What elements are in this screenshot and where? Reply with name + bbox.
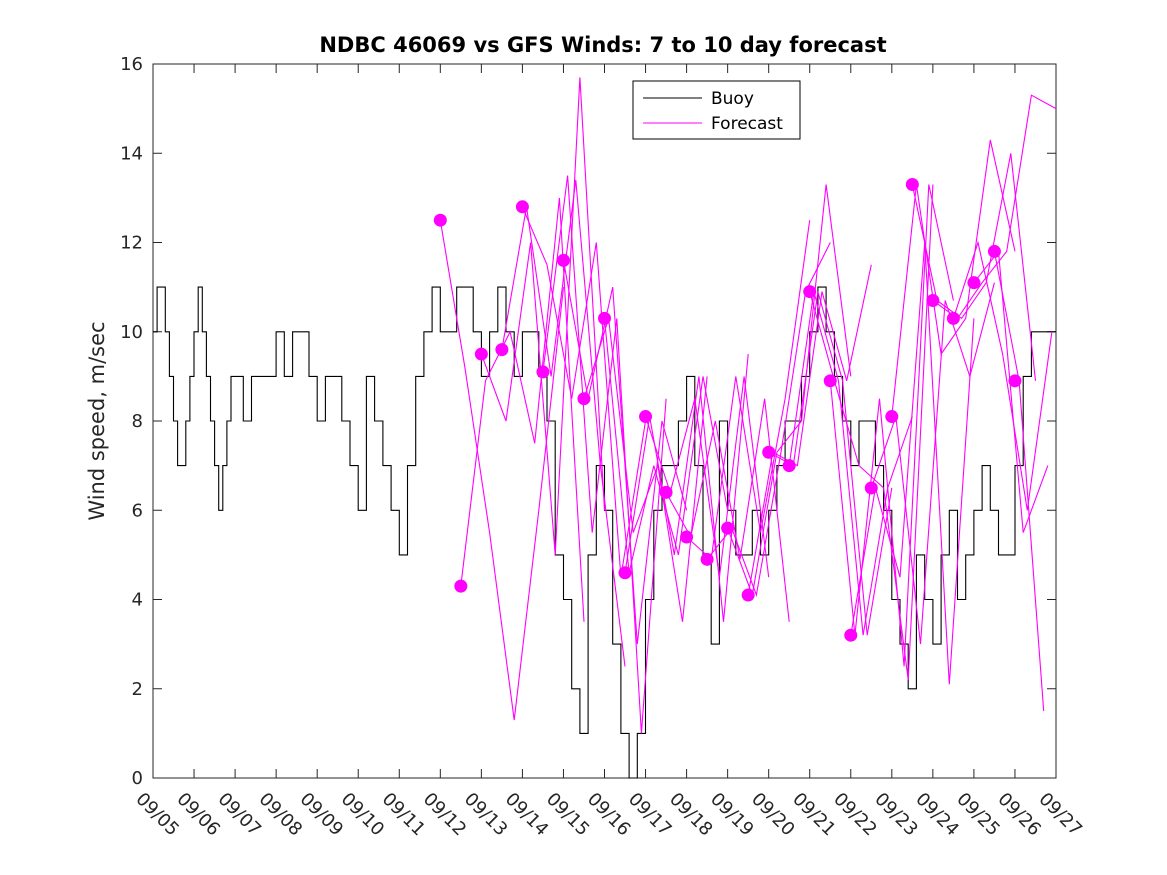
forecast-series-line: [624, 354, 749, 622]
y-tick-label: 6: [132, 500, 143, 521]
forecast-marker: [762, 445, 776, 459]
forecast-marker: [515, 200, 529, 214]
forecast-marker: [618, 566, 632, 580]
y-tick-label: 16: [120, 54, 143, 75]
forecast-marker: [803, 285, 817, 299]
forecast-marker: [905, 177, 919, 191]
forecast-marker: [474, 347, 488, 361]
buoy-series-line: [153, 286, 1056, 779]
forecast-marker: [946, 311, 960, 325]
forecast-series-line: [460, 197, 585, 622]
forecast-marker: [823, 374, 837, 388]
forecast-series-line: [788, 291, 913, 636]
forecast-series-line: [952, 240, 1053, 511]
forecast-marker: [433, 213, 447, 227]
forecast-marker: [454, 579, 468, 593]
forecast-marker: [721, 521, 735, 535]
forecast-marker: [536, 365, 550, 379]
forecast-marker: [844, 628, 858, 642]
y-tick-label: 14: [120, 143, 143, 164]
forecast-series-line: [521, 206, 647, 578]
forecast-series-line: [644, 376, 770, 578]
forecast-series-line: [501, 179, 626, 667]
forecast-marker: [885, 410, 899, 424]
y-tick-label: 0: [132, 768, 143, 789]
legend-buoy-label: Buoy: [711, 89, 754, 109]
y-tick-label: 12: [120, 233, 143, 254]
forecast-series-line: [480, 77, 606, 555]
forecast-marker: [967, 276, 981, 290]
forecast-marker: [659, 485, 673, 499]
forecast-series-line: [973, 249, 1049, 533]
forecast-series-line: [891, 139, 1016, 417]
forecast-marker: [782, 459, 796, 473]
y-tick-label: 10: [120, 322, 143, 343]
forecast-marker: [556, 253, 570, 267]
forecast-series-line: [850, 242, 975, 685]
forecast-series-line: [665, 398, 790, 622]
legend-box: [632, 80, 801, 140]
forecast-marker: [495, 343, 509, 357]
legend: Buoy Forecast: [632, 80, 801, 140]
forecast-marker: [741, 588, 755, 602]
forecast-series-line: [747, 264, 872, 596]
forecast-series-line: [911, 153, 1037, 381]
forecast-marker: [700, 552, 714, 566]
forecast-marker: [987, 244, 1001, 258]
forecast-marker: [577, 392, 591, 406]
forecast-series-line: [439, 220, 565, 721]
forecast-marker: [864, 481, 878, 495]
y-tick-label: 8: [132, 411, 143, 432]
forecast-marker: [639, 410, 653, 424]
y-axis-label: Wind speed, m/sec: [85, 321, 109, 520]
forecast-marker: [1008, 374, 1022, 388]
forecast-series-line: [829, 184, 954, 667]
forecast-series-line: [727, 184, 852, 598]
y-tick-label: 4: [132, 590, 143, 611]
forecast-series-line: [870, 282, 995, 645]
forecast-marker: [680, 530, 694, 544]
chart-title: NDBC 46069 vs GFS Winds: 7 to 10 day for…: [319, 33, 886, 57]
y-tick-label: 2: [132, 679, 143, 700]
forecast-marker: [926, 294, 940, 308]
legend-forecast-label: Forecast: [711, 114, 783, 134]
forecast-marker: [598, 311, 611, 325]
forecast-series-line: [542, 175, 667, 734]
